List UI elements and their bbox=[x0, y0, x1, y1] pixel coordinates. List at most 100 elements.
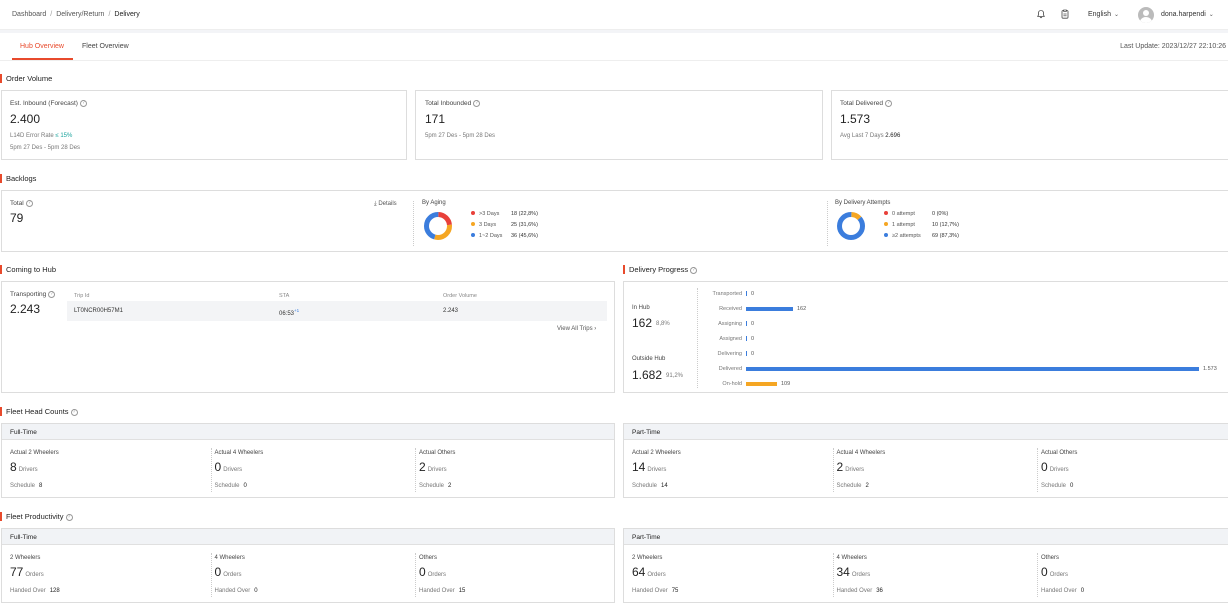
metric-sub-value: 128 bbox=[49, 588, 60, 594]
metric-sub: Handed Over 0 bbox=[1041, 588, 1084, 594]
view-all-label: View All Trips bbox=[557, 326, 593, 332]
card-delivery-progress: In Hub 162 8,8% Outside Hub 1.682 91,2% … bbox=[623, 281, 1228, 393]
help-icon[interactable]: ? bbox=[690, 267, 698, 274]
outside-hub-value: 1.682 bbox=[632, 368, 663, 382]
breadcrumb-item[interactable]: Dashboard bbox=[12, 11, 47, 18]
card-label: Transporting? bbox=[10, 291, 56, 298]
legend-label: ≥2 attempts bbox=[892, 233, 921, 239]
aging-title: By Aging bbox=[422, 200, 446, 206]
card-label: Total Inbounded? bbox=[425, 100, 481, 107]
legend-label: 3 Days bbox=[479, 222, 497, 228]
clipboard-icon[interactable] bbox=[1060, 9, 1070, 19]
metric-sub: Schedule 8 bbox=[10, 483, 42, 489]
stage-label: On-hold bbox=[722, 381, 742, 387]
metric-value: 0 bbox=[419, 565, 426, 579]
help-icon[interactable]: ? bbox=[25, 200, 33, 207]
error-rate-value: ≤ 15% bbox=[55, 133, 73, 139]
divider bbox=[413, 201, 414, 246]
metric-unit: Drivers bbox=[845, 467, 865, 473]
metric-unit: Drivers bbox=[18, 467, 38, 473]
tab-hub-overview[interactable]: Hub Overview bbox=[20, 43, 64, 50]
column-header: Trip Id bbox=[74, 293, 90, 299]
help-icon[interactable]: ? bbox=[473, 100, 481, 107]
metric-label: Others bbox=[419, 555, 438, 561]
stage-value: 1.573 bbox=[1203, 366, 1217, 372]
chevron-down-icon: ⌄ bbox=[1113, 12, 1119, 18]
table-row[interactable]: LT0NCR00H57M1 06:53+1 2.243 bbox=[67, 301, 607, 321]
details-link[interactable]: ⤓ Details bbox=[374, 201, 397, 208]
breadcrumb-separator: / bbox=[108, 11, 111, 18]
language-selector[interactable]: English ⌄ bbox=[1088, 11, 1119, 18]
help-icon[interactable]: ? bbox=[48, 291, 56, 298]
metric-value-group: 14 Drivers bbox=[632, 460, 666, 474]
section-title-coming-to-hub: Coming to Hub bbox=[0, 265, 57, 274]
metric-value: 0 bbox=[1041, 460, 1048, 474]
help-icon[interactable]: ? bbox=[70, 409, 78, 416]
card-head-counts-full-time: Full-Time Actual 2 Wheelers 8 Drivers Sched… bbox=[1, 423, 615, 498]
legend-item: 3 Days bbox=[471, 222, 496, 228]
metric-sub-value: 2 bbox=[865, 483, 869, 489]
help-icon[interactable]: ? bbox=[65, 514, 73, 521]
metric-sub: Schedule 2 bbox=[837, 483, 869, 489]
metric-label: 2 Wheelers bbox=[10, 555, 41, 561]
stage-value: 0 bbox=[751, 351, 755, 357]
metric-sub: Handed Over 128 bbox=[10, 588, 60, 594]
details-label: Details bbox=[378, 201, 397, 207]
card-total-delivered: Total Delivered? 1.573 Avg Last 7 Days 2… bbox=[831, 90, 1228, 160]
card-coming-to-hub: Transporting? 2.243 Trip Id STA Order Vo… bbox=[1, 281, 615, 393]
section-title-fleet-head-counts: Fleet Head Counts? bbox=[0, 407, 78, 416]
card-productivity-full-time: Full-Time 2 Wheelers 77 Orders Handed Over 1… bbox=[1, 528, 615, 603]
metric-label: Actual 4 Wheelers bbox=[836, 450, 886, 456]
fleet-head-counts-title: Fleet Head Counts bbox=[6, 407, 69, 416]
metric-sub-label: Schedule bbox=[632, 483, 658, 489]
legend-value: 69 (87,3%) bbox=[932, 233, 959, 239]
metric-unit: Orders bbox=[427, 572, 447, 578]
total-delivered-value: 1.573 bbox=[840, 112, 871, 126]
metric-label: Actual Others bbox=[419, 450, 456, 456]
chevron-down-icon: ⌄ bbox=[1208, 12, 1214, 18]
metric-sub: Schedule 0 bbox=[1041, 483, 1073, 489]
legend-item: 1 attempt bbox=[884, 222, 915, 228]
legend-value: 0 (0%) bbox=[932, 211, 949, 217]
metric-sub-value: 2 bbox=[448, 483, 452, 489]
metric-unit: Drivers bbox=[647, 467, 667, 473]
metric-label: Actual 2 Wheelers bbox=[632, 450, 681, 456]
view-all-trips-link[interactable]: View All Trips › bbox=[557, 326, 596, 332]
metric-value: 34 bbox=[836, 565, 850, 579]
legend-value: 25 (31,6%) bbox=[511, 222, 538, 228]
in-hub-label: In Hub bbox=[632, 305, 650, 311]
legend-dot bbox=[884, 211, 888, 215]
bell-icon[interactable] bbox=[1036, 9, 1046, 19]
stage-value: 109 bbox=[781, 381, 791, 387]
user-menu[interactable]: dona.harpendi ⌄ bbox=[1161, 11, 1214, 18]
username: dona.harpendi bbox=[1161, 11, 1206, 18]
stage-value: 0 bbox=[751, 291, 755, 297]
card-head-counts-part-time: Part-Time Actual 2 Wheelers 14 Drivers Sche… bbox=[623, 423, 1228, 498]
section-title-backlogs: Backlogs bbox=[0, 174, 37, 183]
attempts-title: By Delivery Attempts bbox=[835, 200, 891, 206]
divider bbox=[1037, 448, 1038, 492]
error-rate: L14D Error Rate ≤ 15% bbox=[10, 133, 72, 139]
legend-label: 0 attempt bbox=[892, 211, 915, 217]
metric-sub-label: Handed Over bbox=[836, 588, 873, 594]
tab-fleet-overview[interactable]: Fleet Overview bbox=[82, 43, 129, 50]
metric-sub-value: 14 bbox=[661, 483, 668, 489]
stage-bar bbox=[746, 382, 777, 386]
divider bbox=[1037, 553, 1038, 597]
chevron-right-icon: › bbox=[594, 326, 597, 332]
breadcrumb-item[interactable]: Delivery/Return bbox=[56, 11, 105, 18]
metric-label: 4 Wheelers bbox=[214, 555, 245, 561]
metric-value: 0 bbox=[214, 565, 222, 579]
in-hub-percent: 8,8% bbox=[656, 321, 670, 327]
transporting-value: 2.243 bbox=[10, 302, 41, 316]
legend-dot bbox=[884, 222, 888, 226]
stage-label: Assigning bbox=[718, 321, 742, 327]
metric-value: 2 bbox=[836, 460, 844, 474]
metric-value-group: 2 Drivers bbox=[419, 460, 447, 474]
help-icon[interactable]: ? bbox=[79, 100, 87, 107]
help-icon[interactable]: ? bbox=[885, 100, 892, 107]
metric-sub-label: Handed Over bbox=[1041, 588, 1077, 594]
sta-time: 06:53 bbox=[279, 311, 295, 317]
stage-bar bbox=[746, 336, 747, 341]
user-avatar[interactable] bbox=[1138, 7, 1154, 23]
